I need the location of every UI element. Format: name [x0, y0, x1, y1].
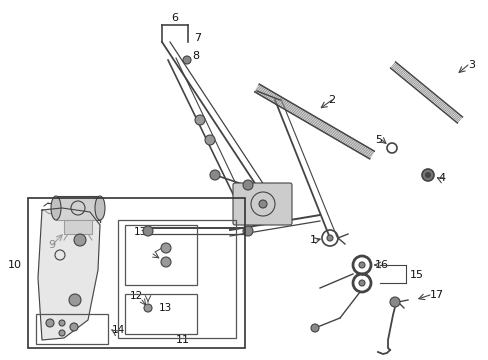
Bar [125, 294, 197, 334]
Text: 13: 13 [158, 303, 171, 313]
Text: 12: 12 [130, 291, 143, 301]
Circle shape [209, 170, 220, 180]
Text: 16: 16 [374, 260, 388, 270]
Circle shape [358, 262, 364, 268]
Bar [64, 220, 92, 234]
Circle shape [326, 235, 332, 241]
Circle shape [243, 180, 252, 190]
Circle shape [310, 324, 318, 332]
Text: 10: 10 [8, 260, 22, 270]
Circle shape [59, 330, 65, 336]
FancyBboxPatch shape [232, 183, 291, 225]
Circle shape [425, 172, 429, 177]
Circle shape [259, 200, 266, 208]
Bar [36, 314, 108, 344]
Circle shape [195, 115, 204, 125]
Text: 9: 9 [48, 240, 56, 250]
Text: 14: 14 [112, 325, 125, 335]
Bar [118, 220, 236, 338]
Circle shape [421, 169, 433, 181]
Circle shape [389, 297, 399, 307]
Text: 8: 8 [192, 51, 199, 61]
Circle shape [243, 226, 252, 236]
Text: 13: 13 [134, 227, 147, 237]
Circle shape [358, 280, 364, 286]
Text: 3: 3 [467, 60, 474, 70]
Circle shape [70, 323, 78, 331]
Text: 17: 17 [429, 290, 443, 300]
Circle shape [183, 56, 191, 64]
Text: 7: 7 [194, 33, 201, 43]
Polygon shape [38, 208, 100, 340]
Circle shape [204, 135, 215, 145]
Circle shape [59, 320, 65, 326]
Circle shape [161, 243, 171, 253]
Text: 4: 4 [437, 173, 444, 183]
Circle shape [142, 226, 153, 236]
Ellipse shape [51, 196, 61, 220]
Circle shape [69, 294, 81, 306]
Text: 1: 1 [309, 235, 316, 245]
Text: 2: 2 [328, 95, 335, 105]
Circle shape [143, 304, 152, 312]
Circle shape [161, 257, 171, 267]
Ellipse shape [95, 196, 105, 220]
Circle shape [46, 319, 54, 327]
Text: 6: 6 [171, 13, 178, 23]
Bar [28, 198, 244, 348]
Circle shape [74, 234, 86, 246]
Text: 5: 5 [374, 135, 381, 145]
Bar [56, 196, 100, 220]
Text: 15: 15 [409, 270, 423, 280]
Bar [125, 225, 197, 285]
Text: 11: 11 [176, 335, 190, 345]
